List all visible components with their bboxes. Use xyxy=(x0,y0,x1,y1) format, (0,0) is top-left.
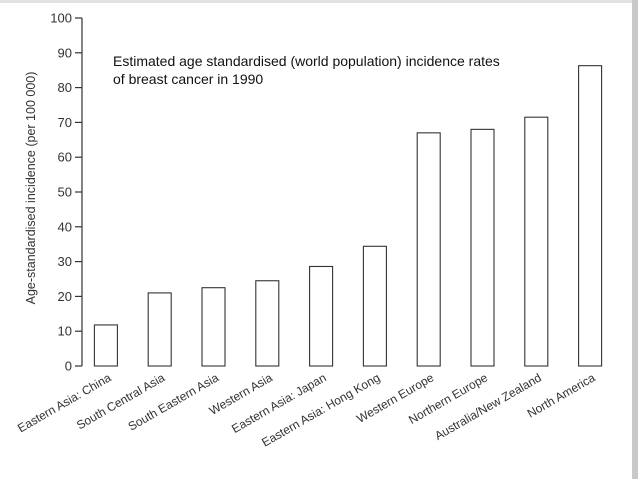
bar xyxy=(362,245,387,367)
x-tick-label: South Central Asia xyxy=(74,370,167,432)
slide-frame-right xyxy=(632,0,638,479)
y-tick-label: 20 xyxy=(58,289,72,304)
bar xyxy=(416,132,441,367)
y-axis-ticks: 0 10 20 30 40 50 60 70 80 90 100 xyxy=(50,11,82,374)
y-tick-label: 90 xyxy=(58,45,72,60)
bars xyxy=(93,65,603,367)
bar xyxy=(255,280,280,367)
bar xyxy=(524,116,549,367)
y-tick-label: 0 xyxy=(65,359,72,374)
bar xyxy=(201,287,226,367)
chart-title-line-2: of breast cancer in 1990 xyxy=(113,71,263,87)
bar xyxy=(93,324,118,367)
y-tick-label: 40 xyxy=(58,219,72,234)
y-tick-label: 60 xyxy=(58,150,72,165)
y-tick-label: 100 xyxy=(50,11,72,26)
y-tick-label: 50 xyxy=(58,185,72,200)
chart-title: Estimated age standardised (world popula… xyxy=(113,53,500,87)
x-tick-label: Eastern Asia: China xyxy=(15,370,114,435)
chart-title-line-1: Estimated age standardised (world popula… xyxy=(113,53,500,69)
y-tick-label: 70 xyxy=(58,115,72,130)
slide-frame-top xyxy=(0,0,638,3)
x-tick-label: South Eastern Asia xyxy=(126,370,222,433)
bar xyxy=(470,128,495,367)
bar xyxy=(309,265,334,367)
bar xyxy=(578,65,603,367)
y-tick-label: 80 xyxy=(58,80,72,95)
y-axis-title: Age-standardised incidence (per 100 000) xyxy=(24,72,38,305)
y-tick-label: 10 xyxy=(58,324,72,339)
bar xyxy=(147,292,172,367)
y-tick-label: 30 xyxy=(58,254,72,269)
